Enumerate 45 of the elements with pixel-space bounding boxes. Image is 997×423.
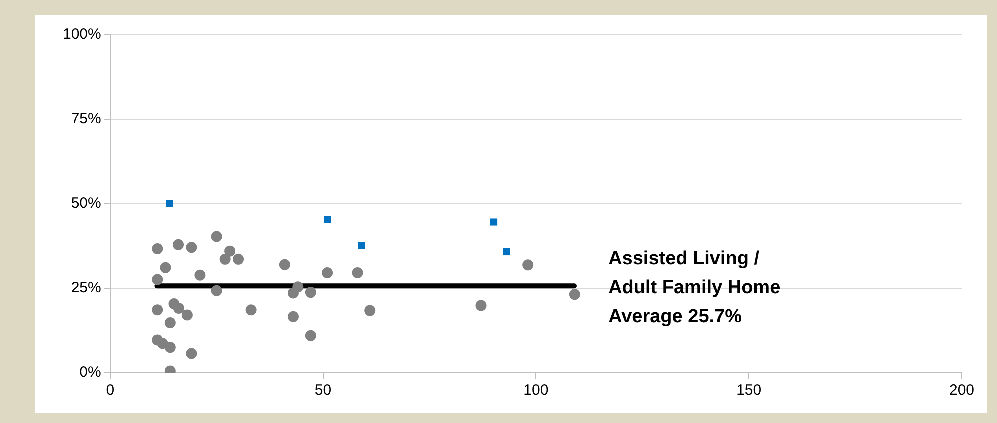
point [364, 305, 376, 316]
y-tick-label: 25% [71, 280, 102, 297]
point [166, 200, 174, 208]
point [224, 246, 236, 257]
point [211, 231, 222, 242]
point [503, 248, 510, 256]
point [172, 239, 184, 250]
x-tick-label: 0 [106, 382, 115, 400]
x-tick-label: 200 [949, 382, 975, 400]
point [233, 254, 244, 265]
point [164, 342, 176, 354]
point [173, 302, 184, 314]
x-tick-label: 100 [524, 382, 549, 400]
point [194, 270, 206, 281]
point [358, 242, 366, 250]
point [288, 311, 299, 322]
point [522, 260, 534, 271]
point [476, 300, 487, 312]
point [186, 242, 198, 254]
x-tick-label: 150 [736, 382, 762, 400]
point [352, 267, 364, 278]
point [305, 330, 316, 342]
point [152, 243, 164, 254]
y-tick-label: 100% [62, 26, 102, 44]
point [152, 304, 164, 316]
point [279, 259, 290, 270]
y-tick-label: 75% [71, 110, 102, 128]
point [569, 289, 580, 300]
x-tick-label: 50 [314, 382, 332, 400]
point [160, 262, 172, 274]
point [186, 348, 198, 360]
point [322, 267, 334, 278]
point [164, 317, 176, 328]
point [246, 304, 257, 316]
point [152, 274, 164, 286]
point [305, 287, 316, 298]
point [211, 285, 222, 296]
point [182, 310, 193, 321]
point [220, 254, 231, 265]
y-tick-label: 0% [80, 364, 102, 382]
point [324, 216, 332, 224]
point [490, 218, 498, 226]
point [288, 288, 299, 299]
y-tick-label: 50% [71, 195, 102, 212]
annotation: Assisted Living / Adult Family Home Average 25.7% [608, 248, 781, 328]
